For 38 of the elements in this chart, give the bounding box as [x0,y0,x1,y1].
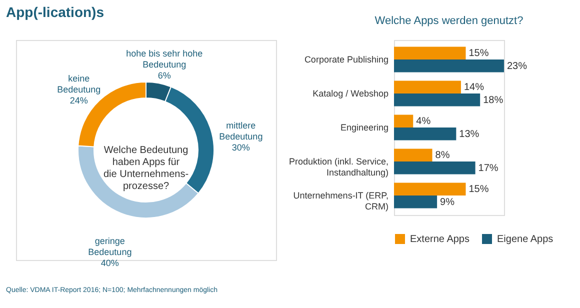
y-tick-label: Engineering [340,122,388,132]
bar [394,94,480,106]
bar [394,182,466,196]
bar [394,148,432,162]
slice-label: geringe Bedeutung [88,236,132,258]
slice-label: keine Bedeutung [57,74,101,95]
data-label: 23% [507,60,528,72]
chart-title: App(-lication)s [6,4,104,20]
y-tick-label: Katalog / Webshop [312,88,388,99]
bar [394,195,438,208]
data-label: 4% [416,116,431,128]
data-label: 17% [478,162,498,174]
y-tick-label: Produktion (inkl. Service, Instandhaltung) [288,156,388,178]
legend-label: Eigene Apps [497,234,554,245]
data-label: 40% [100,258,119,268]
chart-title: Welche Apps werden genutzt? [374,15,524,27]
data-label: 9% [440,196,455,208]
slice-label: mittlere Bedeutung [219,120,263,142]
bar [394,60,504,72]
data-label: 14% [464,82,484,94]
bar [394,128,456,140]
data-label: 8% [435,150,450,162]
data-label: 24% [70,96,88,106]
data-label: 13% [459,128,480,140]
y-tick-label: Unternehmens-IT (ERP, CRM) [293,190,388,212]
data-label: 18% [483,94,504,106]
data-label: 6% [158,70,171,81]
bar [394,46,466,60]
data-label: 15% [468,184,489,196]
y-tick-label: Corporate Publishing [304,54,388,65]
slice-label: hohe bis sehr hohe Bedeutung [126,48,203,70]
data-label: 15% [468,48,489,60]
bar [394,161,476,174]
data-label: 30% [232,142,250,153]
bar [394,80,461,94]
legend-label: Externe Apps [410,234,470,245]
text: Welche Bedeutung haben Apps für die Unternehmens-prozesse? [103,145,189,192]
bar [394,114,414,128]
